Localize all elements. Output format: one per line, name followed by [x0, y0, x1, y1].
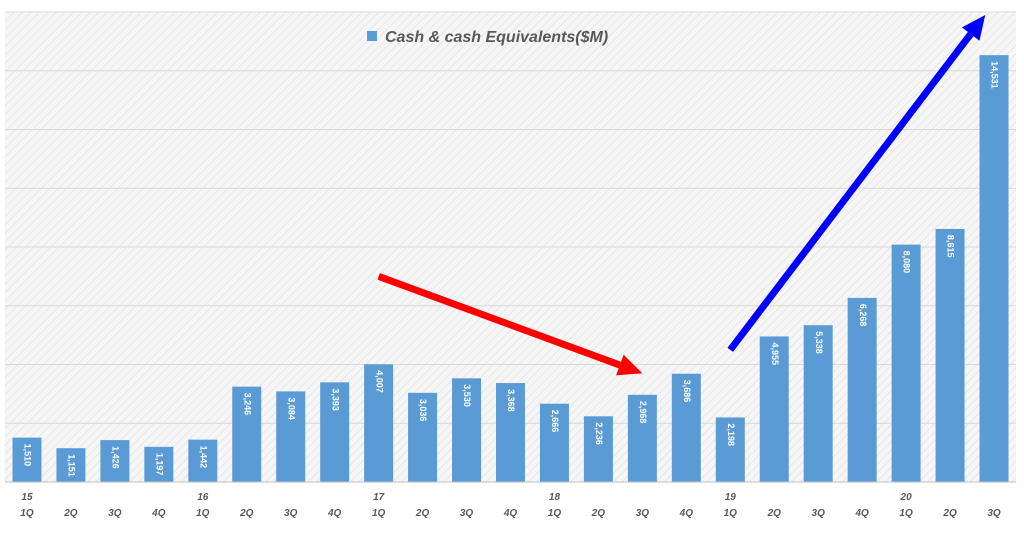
arrow-shaft — [377, 273, 622, 369]
data-label: 5,338 — [814, 331, 824, 354]
data-labels: 1,510 1,151 1,426 1,197 1,442 3,246 3,084 3,393… — [23, 61, 1000, 477]
quarter-tick-label: 2Q — [239, 508, 254, 519]
year-tick-label: 17 — [373, 492, 385, 503]
bar — [452, 378, 482, 482]
data-label: 3,084 — [286, 397, 296, 420]
quarter-tick-label: 4Q — [679, 508, 694, 519]
quarter-tick-label: 1Q — [724, 508, 738, 519]
data-label: 3,368 — [506, 389, 516, 412]
quarter-tick-label: 2Q — [942, 508, 957, 519]
arrow-head — [616, 354, 643, 376]
year-tick-label: 15 — [21, 492, 33, 503]
quarter-tick-label: 1Q — [196, 508, 210, 519]
quarter-tick-label: 3Q — [636, 508, 650, 519]
bar — [759, 336, 789, 482]
quarter-tick-label: 3Q — [460, 508, 474, 519]
year-tick-label: 18 — [549, 492, 561, 503]
bar — [715, 417, 745, 482]
quarter-tick-label: 4Q — [327, 508, 342, 519]
quarter-tick-label: 1Q — [372, 508, 386, 519]
data-label: 8,080 — [902, 251, 912, 274]
quarter-tick-label: 1Q — [548, 508, 562, 519]
quarter-tick-label: 4Q — [503, 508, 518, 519]
bar — [188, 439, 218, 482]
bar — [232, 386, 262, 482]
bars — [12, 55, 1009, 482]
year-tick-label: 16 — [197, 492, 209, 503]
quarter-tick-label: 2Q — [767, 508, 782, 519]
data-label: 2,666 — [550, 410, 560, 433]
bar — [847, 297, 877, 482]
bar — [627, 394, 657, 482]
bar — [276, 391, 306, 482]
data-label: 3,393 — [330, 388, 340, 411]
bar — [891, 244, 921, 482]
bar — [364, 364, 394, 482]
data-label: 1,151 — [67, 454, 77, 477]
year-tick-label: 20 — [900, 492, 913, 503]
bar — [144, 446, 174, 482]
bar — [100, 440, 130, 482]
quarter-tick-label: 3Q — [987, 508, 1001, 519]
bar — [496, 383, 525, 482]
quarter-tick-label: 2Q — [63, 508, 78, 519]
bar — [671, 373, 701, 482]
arrow-head — [961, 14, 986, 41]
legend-swatch — [367, 31, 377, 41]
data-label: 3,530 — [462, 384, 472, 407]
data-label: 3,036 — [418, 399, 428, 422]
bar — [320, 382, 350, 482]
data-label: 3,246 — [242, 393, 252, 416]
quarter-tick-label: 3Q — [284, 508, 298, 519]
annotations — [377, 14, 986, 376]
bar — [935, 228, 965, 482]
data-label: 2,236 — [594, 422, 604, 445]
quarter-tick-label: 3Q — [108, 508, 122, 519]
data-label: 14,531 — [990, 61, 1000, 89]
x-axis: 15 1Q 2Q 3Q 4Q 16 1Q 2Q 3Q 4Q 17 1Q 2Q 3Q 4Q 18 1Q 2Q 3Q 4Q… — [5, 481, 1016, 519]
bar — [539, 403, 569, 482]
data-label: 1,197 — [154, 453, 164, 476]
bar — [583, 416, 613, 482]
data-label: 1,442 — [198, 446, 208, 469]
data-label: 2,198 — [726, 423, 736, 446]
year-tick-label: 19 — [725, 492, 737, 503]
quarter-tick-label: 1Q — [899, 508, 913, 519]
data-label: 2,968 — [638, 401, 648, 424]
bar — [12, 437, 42, 482]
quarter-tick-label: 4Q — [151, 508, 166, 519]
data-label: 6,268 — [858, 304, 868, 327]
bar — [979, 55, 1009, 482]
bar — [408, 392, 438, 482]
data-label: 1,426 — [111, 446, 121, 469]
quarter-tick-label: 1Q — [20, 508, 34, 519]
grid-lines — [5, 11, 1016, 424]
data-label: 3,686 — [682, 380, 692, 403]
bar — [803, 325, 833, 482]
data-label: 4,007 — [374, 370, 384, 393]
data-label: 1,510 — [23, 444, 33, 467]
arrow-shaft — [727, 31, 974, 352]
data-label: 8,615 — [946, 235, 956, 258]
bar — [56, 448, 86, 482]
data-label: 4,955 — [770, 342, 780, 365]
quarter-tick-label: 2Q — [415, 508, 430, 519]
quarter-tick-label: 4Q — [854, 508, 869, 519]
quarter-tick-label: 3Q — [812, 508, 826, 519]
legend-label: Cash & cash Equivalents($M) — [385, 29, 608, 46]
quarter-tick-label: 2Q — [591, 508, 606, 519]
legend: Cash & cash Equivalents($M) — [367, 29, 608, 46]
